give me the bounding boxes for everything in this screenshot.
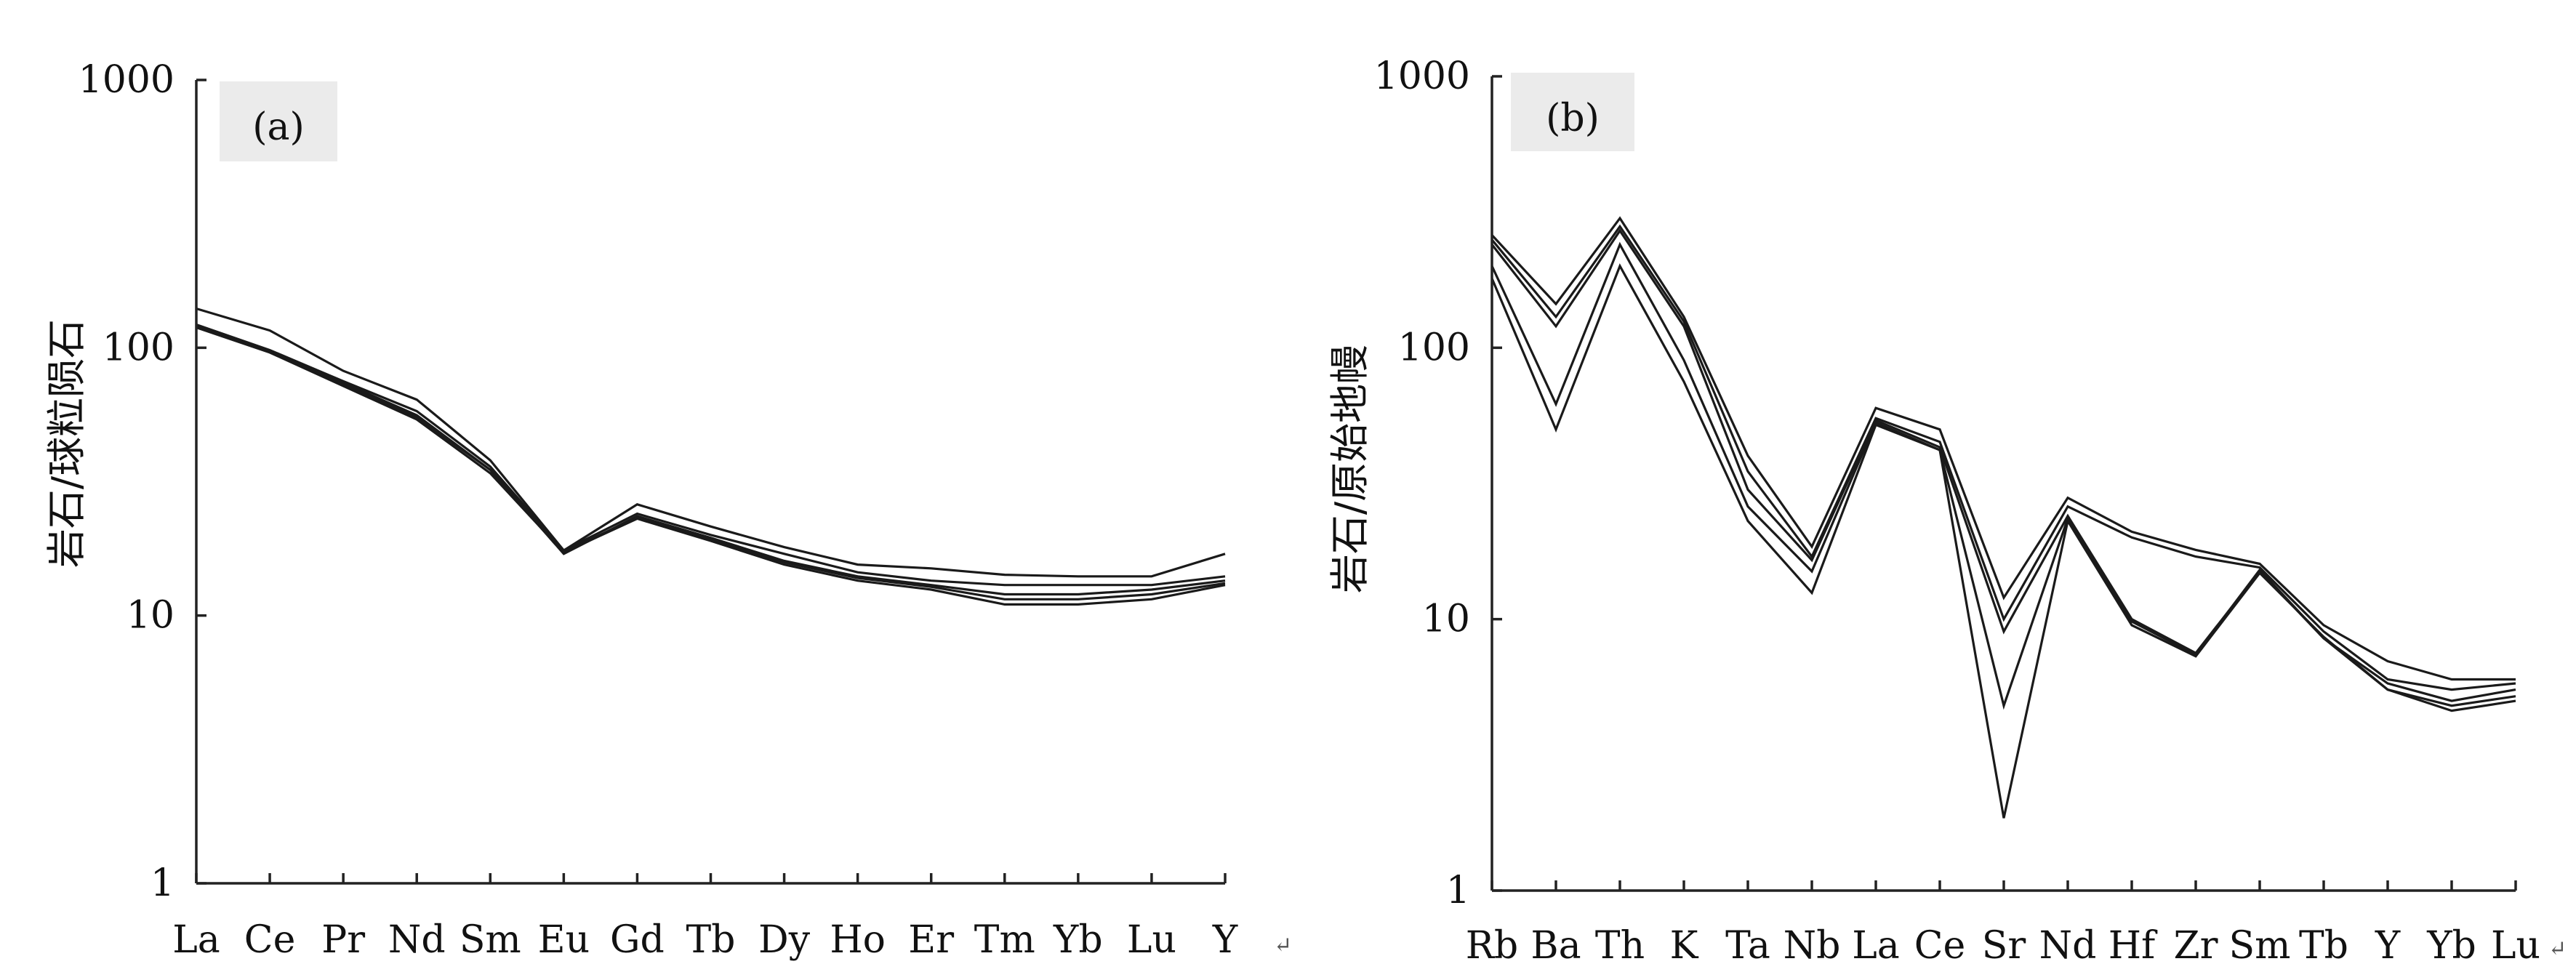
y-tick-label-b-2: 100: [1398, 326, 1470, 369]
series-layer-b: [1490, 216, 2516, 819]
x-category-label-b-16: Lu: [2491, 924, 2540, 968]
x-category-label-b-4: Ta: [1725, 924, 1770, 968]
x-category-label-b-13: Tb: [2299, 924, 2348, 968]
x-category-label-a-0: La: [172, 918, 220, 962]
series-line-a-1: [196, 323, 1226, 587]
series-layer-a: [196, 307, 1226, 606]
y-axis-label-b: 岩石/原始地幔: [1327, 345, 1373, 593]
x-category-label-b-1: Ba: [1530, 924, 1581, 968]
y-tick-label-a-1: 10: [127, 594, 174, 638]
panel-label-box-b: [1511, 73, 1634, 151]
y-tick-label-b-1: 10: [1422, 598, 1470, 641]
y-tick-label-a-3: 1000: [79, 58, 174, 102]
x-category-label-a-1: Ce: [244, 918, 296, 962]
y-tick-label-a-2: 100: [103, 326, 174, 369]
x-category-label-a-13: Lu: [1127, 918, 1176, 962]
y-tick-label-a-0: 1: [151, 861, 174, 905]
x-category-label-b-2: Th: [1595, 924, 1645, 968]
x-category-label-a-9: Ho: [830, 918, 886, 962]
x-category-label-a-6: Gd: [610, 918, 665, 962]
x-category-label-a-12: Yb: [1053, 918, 1103, 962]
x-category-label-a-4: Sm: [460, 918, 521, 962]
x-category-label-b-15: Yb: [2426, 924, 2476, 968]
series-line-b-4: [1490, 263, 2516, 819]
x-category-label-a-14: Y: [1212, 918, 1238, 962]
x-category-label-b-5: Nb: [1783, 924, 1841, 968]
x-category-label-b-11: Zr: [2174, 924, 2218, 968]
series-line-a-3: [196, 326, 1226, 606]
chart-panel-a: (a) 岩石/球粒陨石 1 10 100 1000 La Ce Pr Nd Sm Eu Gd Tb Dy…: [44, 58, 1238, 962]
y-tick-label-b-0: 1: [1446, 869, 1470, 912]
x-category-label-b-6: La: [1852, 924, 1900, 968]
x-category-label-a-8: Dy: [758, 918, 811, 962]
x-category-label-a-11: Tm: [974, 918, 1035, 962]
chart-panel-b: (b) 岩石/原始地幔 1 10 100 1000 Rb Ba Th K Ta Nb La Ce Sr N…: [1327, 55, 2540, 968]
x-category-label-b-0: Rb: [1466, 924, 1518, 968]
x-category-label-b-9: Nd: [2039, 924, 2097, 968]
x-category-label-a-5: Eu: [538, 918, 590, 962]
x-category-label-b-8: Sr: [1982, 924, 2026, 968]
panel-label-a: (a): [252, 105, 305, 149]
x-category-label-b-10: Hf: [2108, 924, 2158, 968]
x-category-label-b-7: Ce: [1914, 924, 1966, 968]
panel-label-box-a: [220, 81, 337, 161]
panel-label-b: (b): [1546, 97, 1600, 140]
y-tick-label-b-3: 1000: [1374, 55, 1470, 98]
x-category-label-a-3: Nd: [388, 918, 446, 962]
series-line-b-2: [1490, 228, 2516, 702]
series-line-a-0: [196, 307, 1226, 578]
x-category-label-a-10: Er: [908, 918, 954, 962]
return-mark-b: ↵: [2548, 936, 2567, 962]
ticks-layer-b: 1 10 100 1000 Rb Ba Th K Ta Nb La Ce Sr Nd Hf Zr Sm Tb Y Yb…: [1374, 55, 2540, 968]
series-line-a-2: [196, 325, 1226, 596]
series-line-a-4: [196, 324, 1226, 601]
x-category-label-b-12: Sm: [2229, 924, 2291, 968]
ticks-layer-a: 1 10 100 1000 La Ce Pr Nd Sm Eu Gd Tb Dy Ho Er Tm Yb Lu Y: [79, 58, 1238, 962]
y-axis-label-a: 岩石/球粒陨石: [44, 319, 89, 568]
series-line-b-1: [1490, 224, 2516, 691]
x-category-label-a-2: Pr: [321, 918, 365, 962]
series-line-b-0: [1490, 216, 2516, 681]
x-category-label-b-3: K: [1670, 924, 1699, 968]
x-category-label-b-14: Y: [2375, 924, 2401, 968]
return-mark-a: ↵: [1274, 933, 1292, 958]
x-category-label-a-7: Tb: [686, 918, 736, 962]
